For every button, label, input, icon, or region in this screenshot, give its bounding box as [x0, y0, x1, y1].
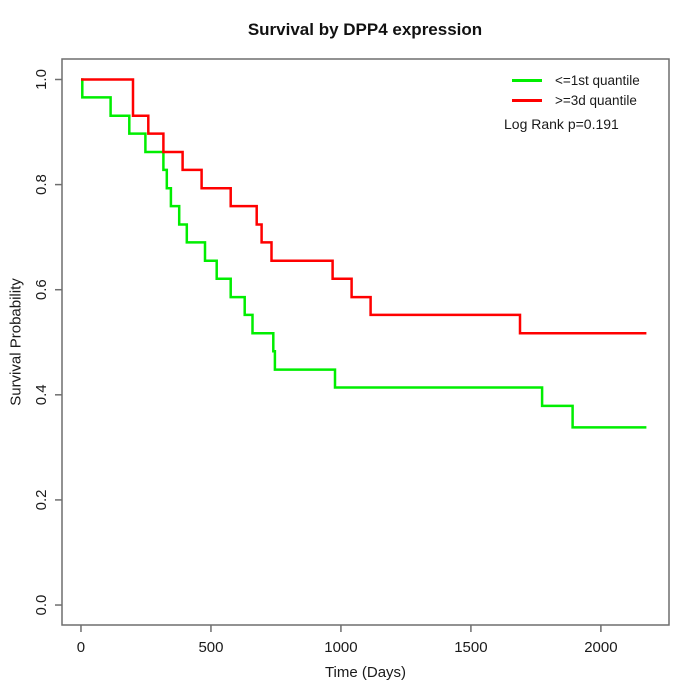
legend-label-high: >=3d quantile — [555, 92, 637, 108]
y-tick-label: 0.6 — [33, 279, 50, 300]
x-tick-label: 1500 — [454, 639, 487, 656]
plot-frame — [61, 58, 670, 626]
x-tick-label: 2000 — [584, 639, 617, 656]
y-tick-label: 0.8 — [33, 174, 50, 195]
legend-item-high-expression: >=3d quantile — [512, 90, 640, 110]
x-tick-label: 1000 — [324, 639, 357, 656]
y-tick-label: 0.2 — [33, 489, 50, 510]
red-line-swatch — [512, 98, 542, 102]
green-line-swatch — [512, 78, 542, 82]
chart-title: Survival by DPP4 expression — [247, 20, 483, 39]
y-tick-label: 0.0 — [33, 595, 50, 616]
km-curve-low-expression — [81, 78, 647, 429]
legend-label-low: <=1st quantile — [555, 72, 640, 88]
x-tick-label: 0 — [77, 639, 85, 656]
km-curve-high-expression — [81, 78, 647, 335]
legend: <=1st quantile >=3d quantile Log Rank p=… — [504, 70, 640, 133]
y-tick-label: 0.4 — [33, 384, 50, 405]
log-rank-annotation: Log Rank p=0.191 — [504, 116, 619, 132]
x-axis-label: Time (Days) — [324, 664, 407, 681]
y-tick-label: 1.0 — [33, 69, 50, 90]
y-axis-label: Survival Probability — [7, 278, 25, 406]
legend-item-low-expression: <=1st quantile — [512, 70, 640, 90]
x-tick-label: 500 — [198, 639, 223, 656]
